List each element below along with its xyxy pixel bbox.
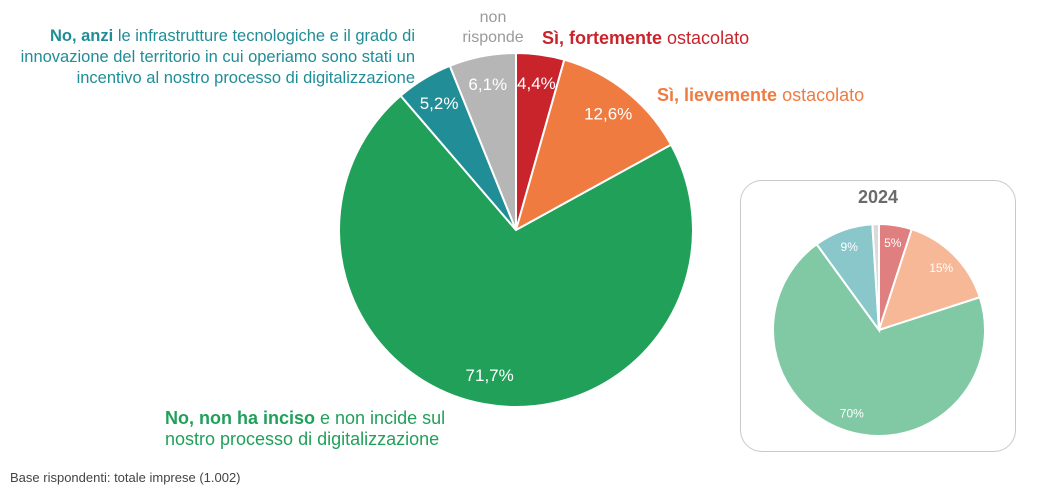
pie1-value-label-noninciso: 70% bbox=[840, 407, 864, 421]
pie0-slice-lieve bbox=[514, 58, 673, 233]
legend-label-lieve: Sì, lievemente ostacolato bbox=[657, 85, 865, 105]
inset-2024-frame bbox=[740, 180, 1016, 452]
inset-title: 2024 bbox=[857, 187, 899, 207]
pie1-value-label-anzi: 9% bbox=[841, 240, 859, 254]
pie1-value-label-forte: 5% bbox=[884, 236, 902, 250]
legend-label-noninciso: No, non ha inciso e non incide sul nostr… bbox=[165, 408, 446, 449]
pie0-value-label-noninciso: 71,7% bbox=[466, 366, 514, 385]
legend-label-nonrisponde: non risponde bbox=[462, 9, 524, 46]
legend-label-forte: Sì, fortemente ostacolato bbox=[542, 28, 750, 48]
pie0-value-label-anzi: 5,2% bbox=[420, 94, 459, 113]
pie0-slice-noninciso bbox=[338, 94, 694, 408]
pie0-value-label-forte: 4,4% bbox=[517, 74, 556, 93]
pie0-slice-nonrisponde bbox=[448, 51, 517, 231]
pie0-value-label-nonrisponde: 6,1% bbox=[468, 75, 507, 94]
footnote: Base rispondenti: totale imprese (1.002) bbox=[10, 470, 241, 485]
pie1-value-label-lieve: 15% bbox=[929, 261, 953, 275]
pie1-slice-nonrisponde bbox=[871, 222, 880, 331]
legend-label-anzi: No, anzi le infrastrutture tecnologiche … bbox=[20, 27, 415, 87]
pie0-value-label-lieve: 12,6% bbox=[584, 105, 632, 124]
pie1-slice-noninciso bbox=[772, 242, 986, 437]
